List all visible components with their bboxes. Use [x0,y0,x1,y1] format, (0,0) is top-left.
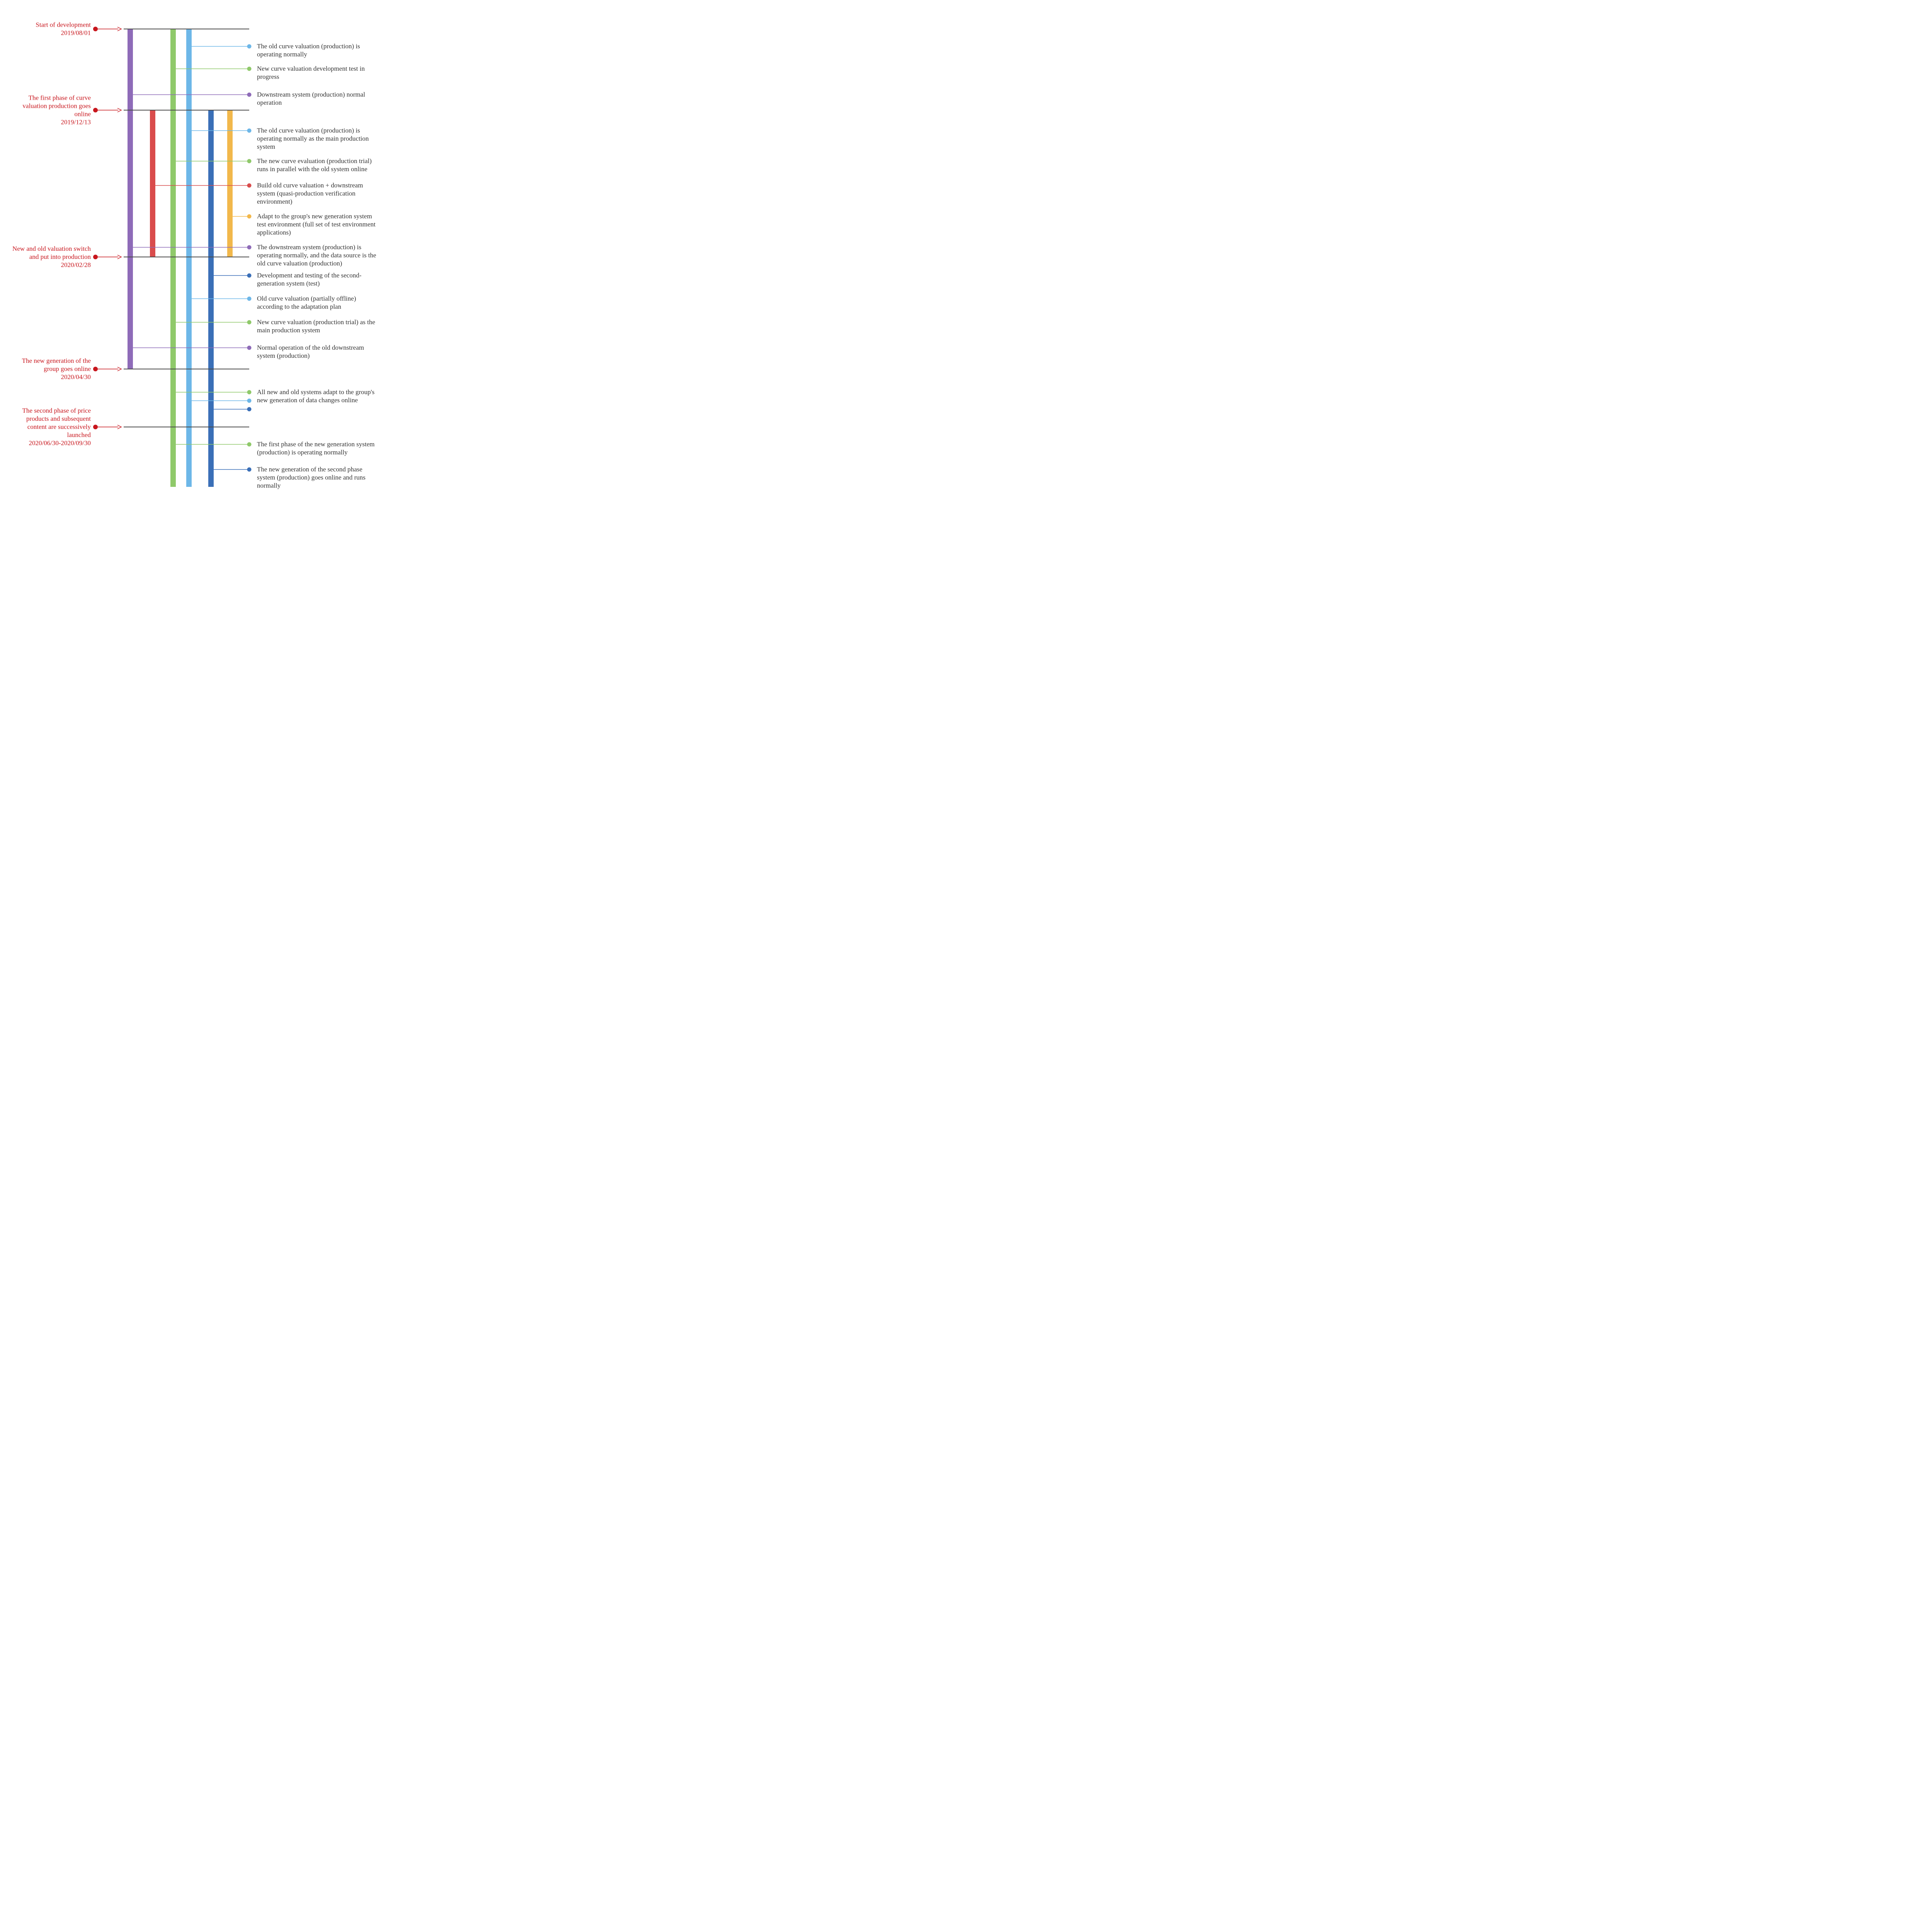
detail-dot [247,67,252,71]
detail-text: Normal operation of the old downstreamsy… [257,344,364,359]
detail-dot [247,93,252,97]
detail-dot [247,245,252,250]
detail-text: Adapt to the group's new generation syst… [257,213,376,236]
detail-text: The new generation of the second phasesy… [257,466,366,489]
detail-dot [247,346,252,350]
timeline-diagram: Start of development2019/08/01 The first … [0,0,386,499]
detail-dot [247,159,252,163]
detail-dot [247,184,252,188]
detail-dot [247,407,252,412]
detail-text: Old curve valuation (partially offline)a… [257,295,356,310]
detail-dot [247,320,252,325]
detail-dot [247,390,252,395]
lane-bar-lightblue [186,29,192,487]
detail-dot [247,297,252,301]
detail-dot [247,274,252,278]
detail-text: The old curve valuation (production) iso… [257,43,360,58]
detail-text: New curve valuation (production trial) a… [257,318,375,334]
lane-bar-red [150,110,155,257]
milestone-label: New and old valuation switchand put into… [12,245,91,269]
detail-text: New curve valuation development test inp… [257,65,365,80]
milestone-label: Start of development2019/08/01 [36,21,91,37]
detail-text: Development and testing of the second-ge… [257,272,362,287]
detail-dot [247,442,252,447]
detail-text: Downstream system (production) normalope… [257,91,365,106]
detail-text: All new and old systems adapt to the gro… [257,388,374,404]
detail-text: The new curve evaluation (production tri… [257,157,372,173]
detail-dot [247,468,252,472]
detail-dot [247,44,252,49]
lane-bar-orange [227,110,233,257]
detail-dot [247,214,252,219]
lane-bar-purple [128,29,133,369]
detail-dot [247,399,252,403]
detail-text: The first phase of the new generation sy… [257,440,375,456]
milestone-label: The first phase of curvevaluation produc… [22,94,91,126]
lane-bar-green [170,29,176,487]
detail-text: The old curve valuation (production) iso… [257,127,369,150]
detail-text: Build old curve valuation + downstreamsy… [257,182,363,205]
detail-dot [247,129,252,133]
milestone-label: The second phase of priceproducts and su… [22,407,91,447]
milestone-label: The new generation of thegroup goes onli… [22,357,91,381]
detail-text: The downstream system (production) isope… [257,243,376,267]
